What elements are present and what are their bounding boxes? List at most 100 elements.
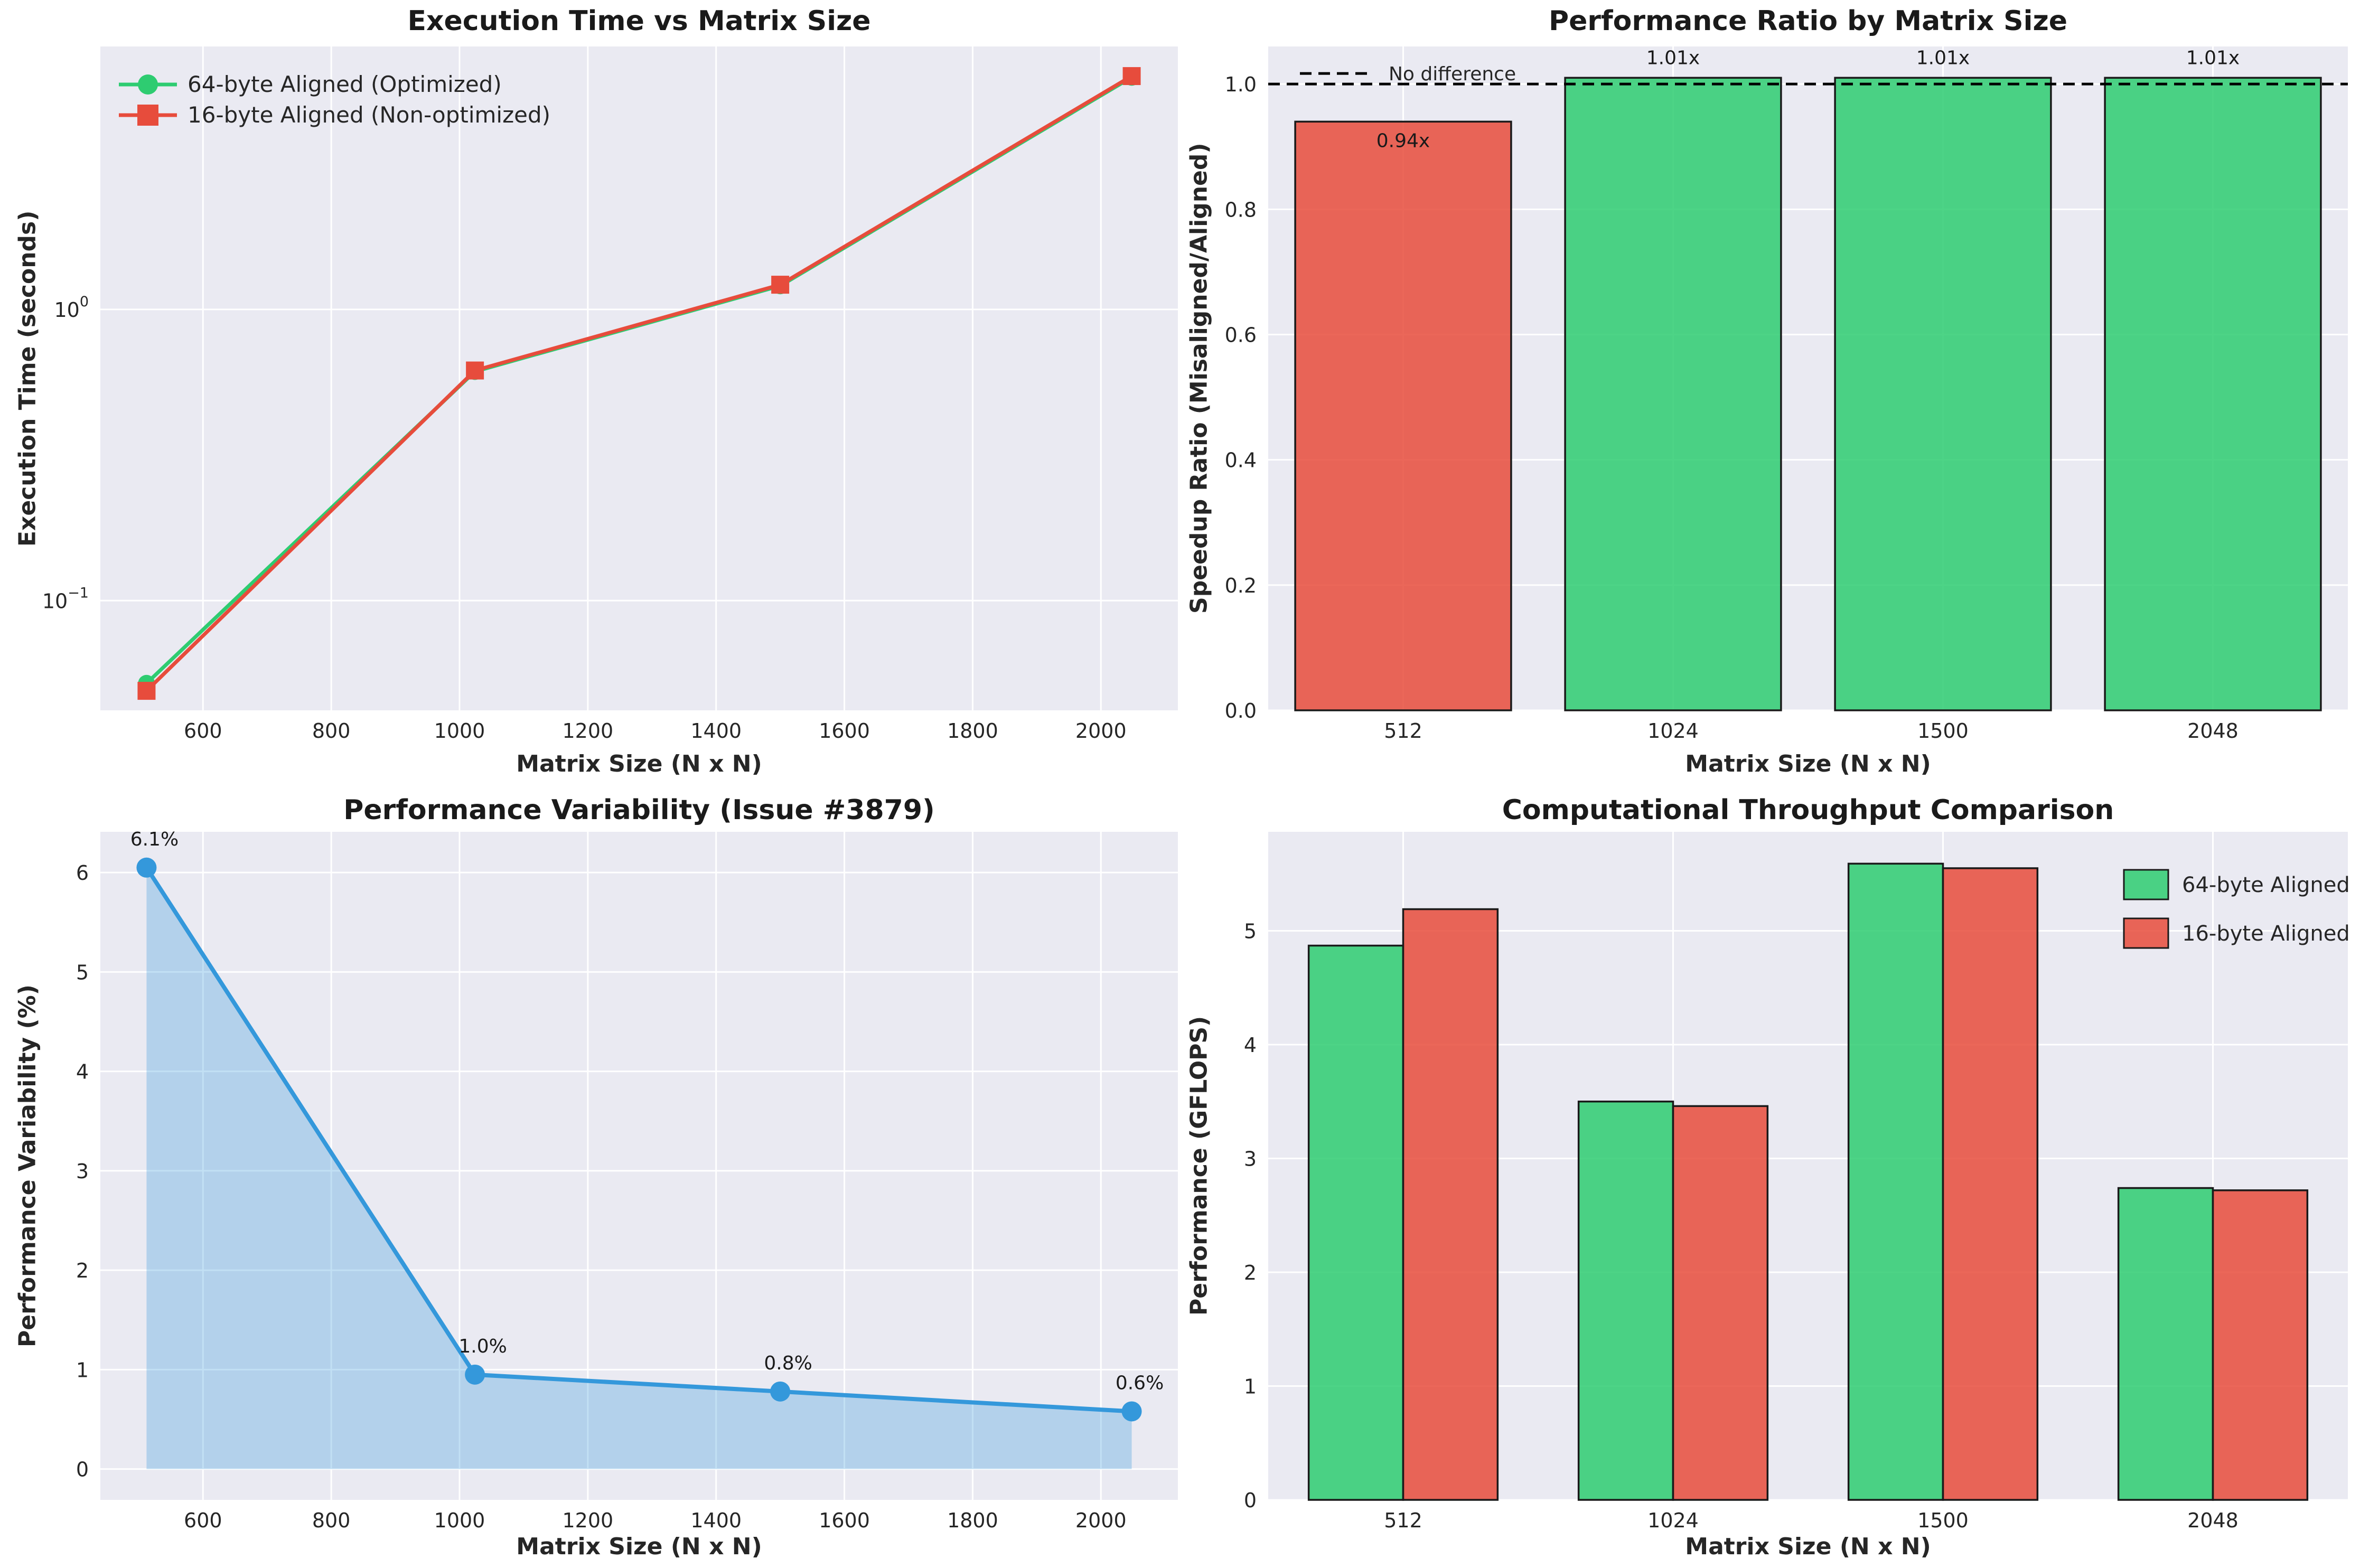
x-axis-label-variability: Matrix Size (N x N) [516, 1533, 762, 1560]
ratio-bar-2048 [2104, 77, 2322, 711]
x-tick-label: 2048 [2187, 719, 2239, 743]
throughput-bar-512 [1307, 944, 1404, 1501]
x-tick-label: 2000 [1075, 1509, 1127, 1532]
series-line [145, 74, 1133, 692]
bar-value-label: 0.94x [1376, 130, 1430, 152]
data-point-circle [138, 74, 158, 95]
legend-entry-label: 64-byte Aligned (Optimized) [188, 71, 502, 97]
data-point-square [466, 361, 484, 380]
chart-performance-variability: 0 1 2 3 4 5 6 600 800 1000 1200 1400 1600 1800 2000 6.1… [76, 829, 1178, 1532]
x-tick-label: 1400 [690, 719, 742, 743]
x-tick-label: 1000 [434, 1509, 485, 1532]
throughput-bar-2048 [2212, 1189, 2309, 1501]
y-tick-label: 2 [1244, 1261, 1257, 1284]
x-axis-label-throughput: Matrix Size (N x N) [1685, 1533, 1931, 1560]
y-tick-label: 4 [76, 1060, 89, 1084]
x-tick-label: 1500 [1917, 719, 1969, 743]
x-tick-label: 1600 [819, 1509, 870, 1532]
x-tick-label: 1200 [562, 719, 613, 743]
x-tick-label: 1800 [947, 719, 998, 743]
throughput-bar-512 [1402, 908, 1499, 1501]
title-execution-time-chart: Execution Time vs Matrix Size [407, 5, 871, 37]
throughput-bar-1024 [1577, 1100, 1674, 1501]
title-throughput-chart: Computational Throughput Comparison [1502, 794, 2114, 826]
chart-computational-throughput: 0 1 2 3 4 5 512 1024 1500 2048 64-byte Aligned 16-b… [1244, 832, 2350, 1532]
y-axis-label-execution-time: Execution Time (seconds) [14, 210, 41, 547]
y-tick-label: 3 [76, 1160, 89, 1183]
x-tick-label: 1800 [947, 1509, 998, 1532]
data-point-square [1122, 67, 1141, 86]
y-tick-label: 3 [1244, 1147, 1257, 1170]
x-tick-label: 600 [184, 1509, 222, 1532]
y-tick-label: 100 [54, 294, 89, 322]
y-tick-label: 0.6 [1225, 323, 1257, 346]
legend-entry-label: No difference [1389, 63, 1516, 85]
point-value-label: 0.6% [1116, 1372, 1164, 1394]
y-tick-label: 0.0 [1225, 699, 1257, 722]
ratio-bar-1024 [1564, 77, 1782, 711]
point-value-label: 0.8% [764, 1353, 812, 1374]
y-tick-label: 0.8 [1225, 198, 1257, 221]
x-tick-label: 2048 [2187, 1509, 2239, 1532]
chart-execution-time: 100 10−1 600 800 1000 1200 1400 1600 1800 2000 64-… [42, 46, 1178, 743]
y-tick-label: 0 [76, 1458, 89, 1481]
data-point-square [771, 276, 790, 294]
throughput-bar-1500 [1942, 867, 2039, 1501]
y-tick-label: 5 [76, 961, 89, 984]
data-point-circle [1121, 1401, 1142, 1422]
ratio-bar-512 [1294, 120, 1512, 711]
data-point-square [137, 105, 158, 126]
throughput-bar-1500 [1847, 862, 1944, 1501]
throughput-bar-2048 [2117, 1187, 2214, 1501]
y-tick-label: 6 [76, 861, 89, 885]
y-tick-label: 0 [1244, 1489, 1257, 1512]
x-tick-label: 512 [1384, 719, 1422, 743]
y-tick-label: 1 [76, 1358, 89, 1382]
y-axis-label-variability: Performance Variability (%) [14, 984, 41, 1347]
legend-execution-time: 64-byte Aligned (Optimized) 16-byte Align… [119, 71, 550, 128]
x-tick-label: 1024 [1647, 719, 1699, 743]
bar-value-label: 1.01x [2186, 47, 2240, 69]
y-tick-label: 10−1 [42, 585, 89, 613]
y-tick-label: 0.2 [1225, 574, 1257, 597]
legend-entry-label: 64-byte Aligned [2182, 873, 2350, 897]
x-tick-label: 1400 [690, 1509, 742, 1532]
ratio-bar-1500 [1834, 77, 2052, 711]
legend-entry-label: 16-byte Aligned (Non-optimized) [188, 102, 550, 128]
x-axis-label-performance-ratio: Matrix Size (N x N) [1685, 750, 1931, 777]
x-tick-label: 800 [312, 719, 351, 743]
y-tick-label: 4 [1244, 1034, 1257, 1057]
legend-no-difference: No difference [1300, 63, 1516, 85]
chart-performance-ratio: 0.0 0.2 0.4 0.6 0.8 1.0 512 1024 1500 2048 0.94x 1.… [1225, 46, 2348, 743]
data-point-circle [770, 1381, 791, 1402]
y-tick-label: 1.0 [1225, 73, 1257, 96]
point-value-label: 6.1% [130, 829, 179, 850]
y-axis-label-throughput: Performance (GFLOPS) [1185, 1016, 1213, 1316]
throughput-bar-1024 [1672, 1105, 1769, 1501]
x-tick-label: 800 [312, 1509, 351, 1532]
legend-patch [2123, 917, 2169, 949]
title-performance-ratio-chart: Performance Ratio by Matrix Size [1549, 5, 2067, 37]
plot-area [100, 832, 1178, 1500]
variability-area-fill [146, 867, 1132, 1469]
legend-patch [2123, 869, 2169, 900]
legend-throughput: 64-byte Aligned 16-byte Aligned [2123, 869, 2350, 949]
x-tick-label: 1200 [562, 1509, 613, 1532]
y-tick-label: 2 [76, 1259, 89, 1282]
x-axis-label-execution-time: Matrix Size (N x N) [516, 750, 762, 777]
x-tick-label: 1024 [1647, 1509, 1699, 1532]
bar-value-label: 1.01x [1916, 47, 1970, 69]
x-tick-label: 1600 [819, 719, 870, 743]
title-variability-chart: Performance Variability (Issue #3879) [343, 794, 935, 826]
x-tick-label: 2000 [1075, 719, 1127, 743]
x-tick-label: 1000 [434, 719, 485, 743]
data-point-circle [465, 1364, 485, 1385]
bar-value-label: 1.01x [1646, 47, 1700, 69]
legend-entry-label: 16-byte Aligned [2182, 922, 2350, 946]
y-tick-label: 0.4 [1225, 449, 1257, 472]
y-tick-label: 5 [1244, 919, 1257, 943]
y-axis-label-performance-ratio: Speedup Ratio (Misaligned/Aligned) [1185, 143, 1213, 614]
data-point-square [137, 682, 156, 700]
